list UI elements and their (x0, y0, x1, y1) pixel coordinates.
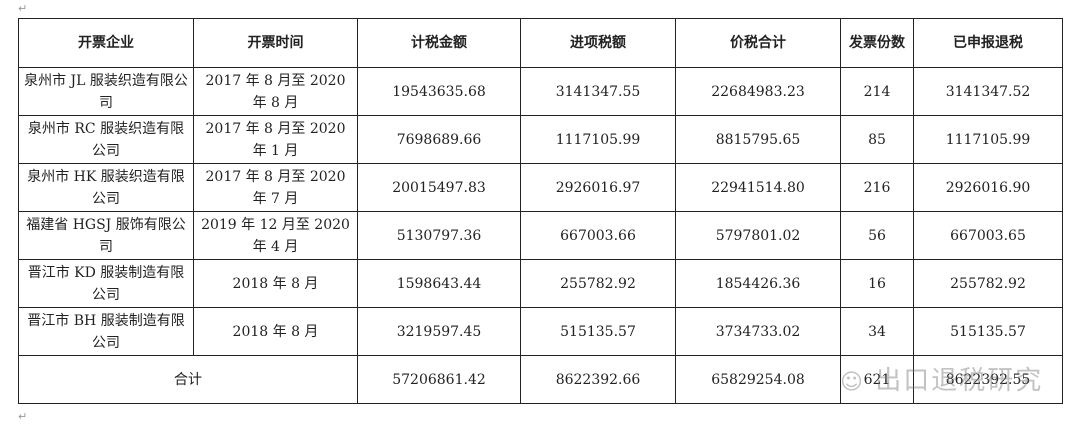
table-cell: 3141347.52 (913, 67, 1063, 116)
column-header: 进项税额 (520, 18, 676, 68)
table-cell: 晋江市 KD 服装制造有限公司 (18, 259, 194, 308)
table-cell: 2017 年 8 月至 2020 年 7 月 (193, 163, 358, 212)
table-cell: 5797801.02 (675, 211, 841, 260)
table-cell: 1117105.99 (520, 115, 676, 164)
total-invoice-count: 621 (840, 355, 914, 404)
table-cell: 7698689.66 (357, 115, 521, 164)
table-cell: 3141347.55 (520, 67, 676, 116)
column-header: 计税金额 (357, 18, 521, 68)
table-cell: 3219597.45 (357, 307, 521, 356)
table-cell: 2019 年 12 月至 2020 年 4 月 (193, 211, 358, 260)
total-tax-base: 57206861.42 (357, 355, 521, 404)
table-cell: 255782.92 (520, 259, 676, 308)
table-cell: 1854426.36 (675, 259, 841, 308)
total-total-with-tax: 65829254.08 (675, 355, 841, 404)
table-cell: 515135.57 (520, 307, 676, 356)
table-row: 泉州市 JL 服装织造有限公司 2017 年 8 月至 2020 年 8 月 195… (18, 67, 1063, 116)
table-cell: 2018 年 8 月 (193, 307, 358, 356)
table-cell: 19543635.68 (357, 67, 521, 116)
table-row: 泉州市 HK 服装织造有限公司 2017 年 8 月至 2020 年 7 月 200… (18, 163, 1063, 212)
paragraph-mark: ↵ (18, 2, 28, 15)
table-cell: 2018 年 8 月 (193, 259, 358, 308)
table-cell: 1117105.99 (913, 115, 1063, 164)
table-cell: 85 (840, 115, 914, 164)
column-header: 发票份数 (840, 18, 914, 68)
table-cell: 20015497.83 (357, 163, 521, 212)
table-cell: 福建省 HGSJ 服饰有限公司 (18, 211, 194, 260)
table-cell: 515135.57 (913, 307, 1063, 356)
table-cell: 2017 年 8 月至 2020 年 8 月 (193, 67, 358, 116)
table-cell: 泉州市 RC 服装织造有限公司 (18, 115, 194, 164)
total-label: 合计 (18, 355, 358, 404)
table-row: 晋江市 BH 服装制造有限公司 2018 年 8 月 3219597.45 51513… (18, 307, 1063, 356)
total-refund: 8622392.55 (913, 355, 1063, 404)
table-row: 泉州市 RC 服装织造有限公司 2017 年 8 月至 2020 年 1 月 769… (18, 115, 1063, 164)
table-cell: 667003.65 (913, 211, 1063, 260)
table-cell: 255782.92 (913, 259, 1063, 308)
paragraph-mark: ↵ (18, 410, 28, 423)
table-row: 晋江市 KD 服装制造有限公司 2018 年 8 月 1598643.44 25578… (18, 259, 1063, 308)
column-header: 价税合计 (675, 18, 841, 68)
table-cell: 214 (840, 67, 914, 116)
column-header: 已申报退税 (913, 18, 1063, 68)
table-cell: 1598643.44 (357, 259, 521, 308)
table-cell: 晋江市 BH 服装制造有限公司 (18, 307, 194, 356)
table-cell: 667003.66 (520, 211, 676, 260)
table-cell: 216 (840, 163, 914, 212)
table-cell: 泉州市 HK 服装织造有限公司 (18, 163, 194, 212)
table-cell: 2926016.90 (913, 163, 1063, 212)
table-cell: 34 (840, 307, 914, 356)
table-cell: 8815795.65 (675, 115, 841, 164)
table-cell: 2926016.97 (520, 163, 676, 212)
table-cell: 2017 年 8 月至 2020 年 1 月 (193, 115, 358, 164)
table-cell: 22941514.80 (675, 163, 841, 212)
total-row: 合计 57206861.42 8622392.66 65829254.08 621 862… (18, 355, 1063, 404)
invoice-table: 开票企业 开票时间 计税金额 进项税额 价税合计 发票份数 已申报退税 泉州市 JL 服装织… (18, 18, 1063, 404)
table-cell: 16 (840, 259, 914, 308)
header-row: 开票企业 开票时间 计税金额 进项税额 价税合计 发票份数 已申报退税 (18, 18, 1063, 68)
table-row: 福建省 HGSJ 服饰有限公司 2019 年 12 月至 2020 年 4 月 51… (18, 211, 1063, 260)
total-input-tax: 8622392.66 (520, 355, 676, 404)
table-cell: 3734733.02 (675, 307, 841, 356)
table-cell: 56 (840, 211, 914, 260)
table-cell: 22684983.23 (675, 67, 841, 116)
table-cell: 泉州市 JL 服装织造有限公司 (18, 67, 194, 116)
column-header: 开票时间 (193, 18, 358, 68)
column-header: 开票企业 (18, 18, 194, 68)
table-cell: 5130797.36 (357, 211, 521, 260)
